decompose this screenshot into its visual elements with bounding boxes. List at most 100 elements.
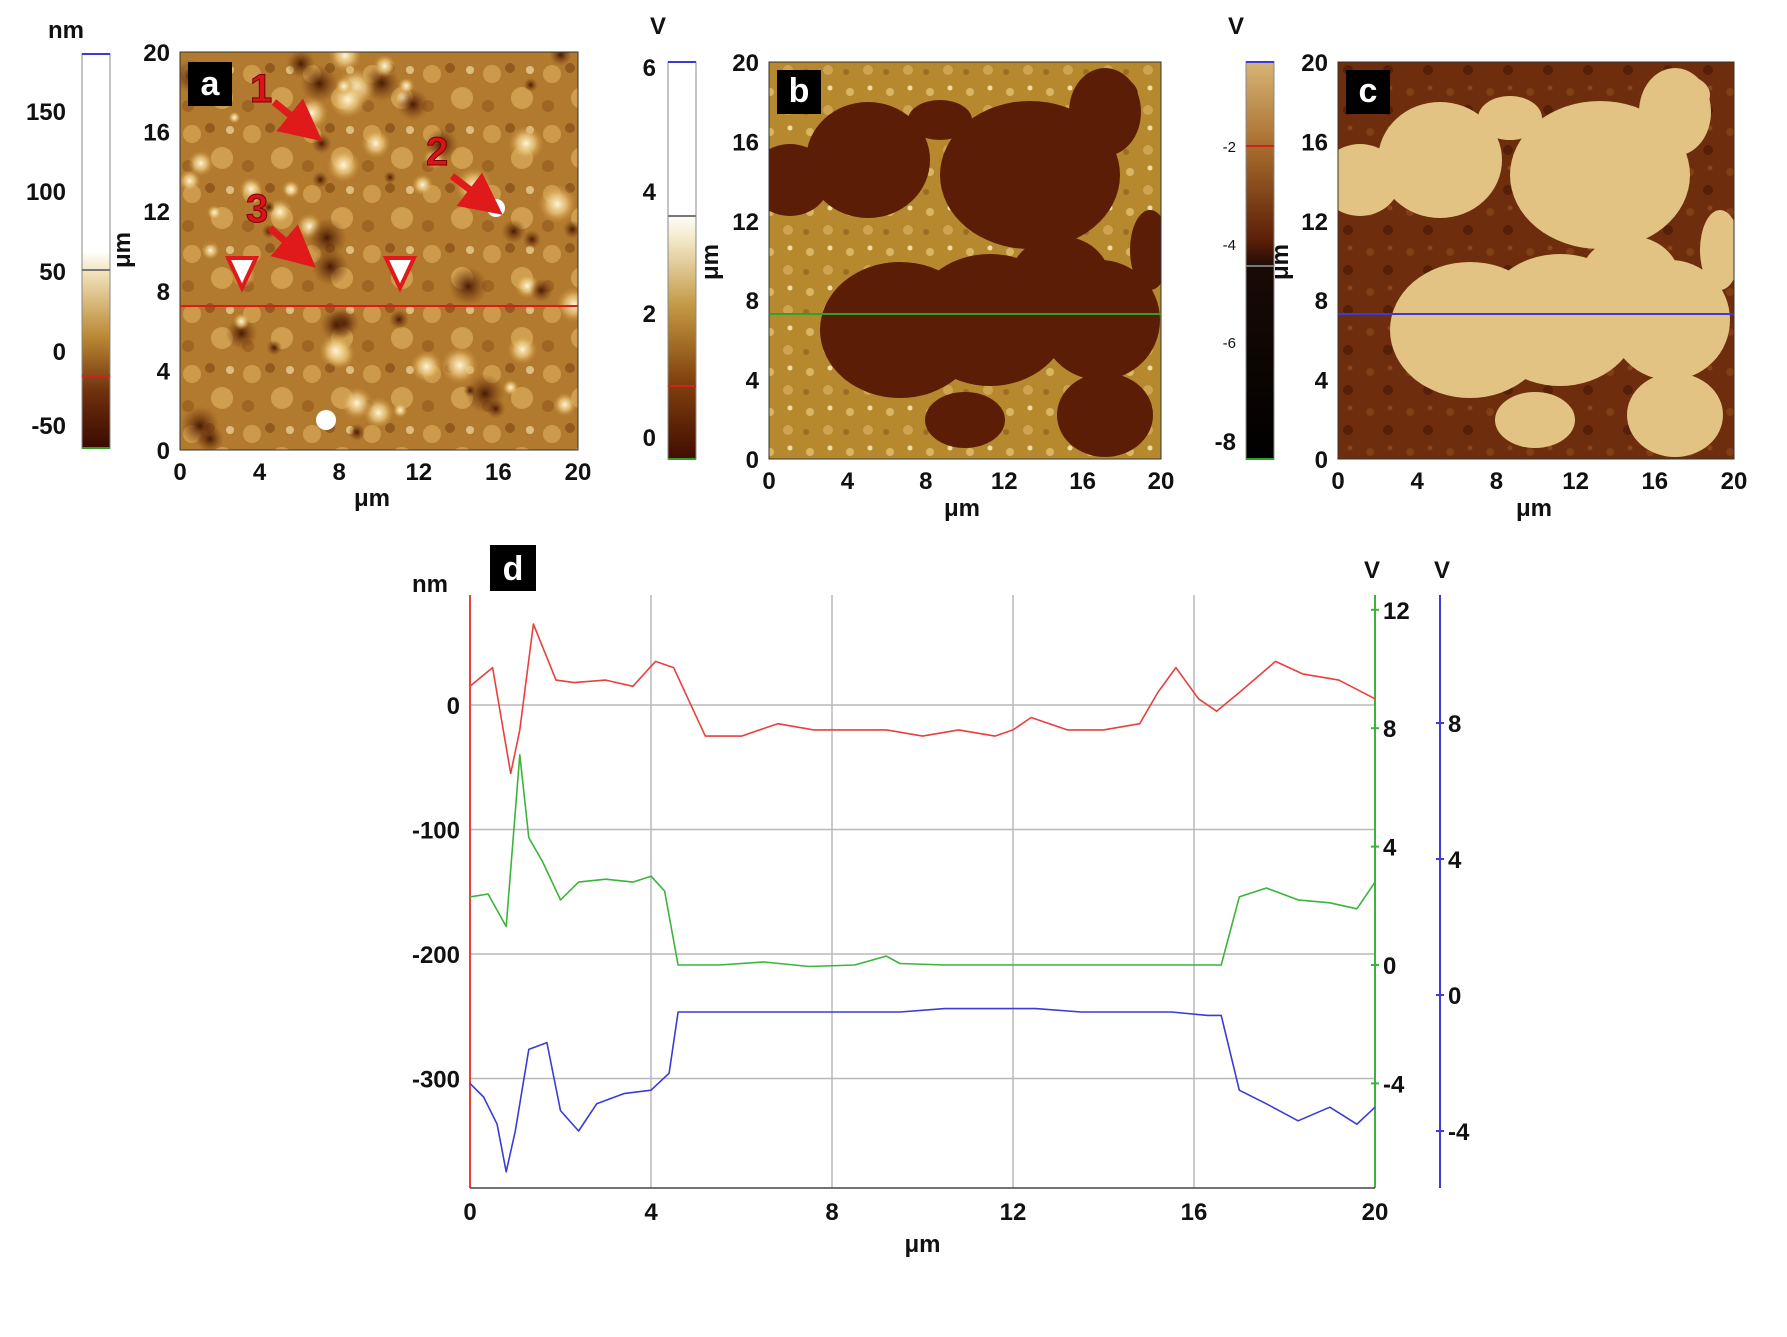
x-tick-label: 12 [1562, 468, 1589, 495]
y-tick-label-blue: -4 [1448, 1119, 1470, 1146]
colorbar-c-tick: -6 [1223, 335, 1236, 352]
y-tick-label-blue: 0 [1448, 983, 1461, 1010]
marker-triangle [382, 256, 418, 293]
kpfm-image-b [769, 62, 1161, 459]
y-tick-label: 16 [732, 129, 759, 156]
x-tick-label: 0 [762, 468, 775, 495]
x-tick-label: 20 [1721, 468, 1748, 495]
series-line-1 [469, 753, 1376, 968]
y-tick-label: 16 [1301, 129, 1328, 156]
annotation-3: 3 [246, 187, 268, 231]
panel-label-d: d [503, 550, 524, 588]
colorbar-c-tick: -2 [1223, 139, 1236, 156]
colorbar-c-tick: -4 [1223, 237, 1236, 254]
x-axis-label-c: μm [1516, 495, 1552, 522]
y-axis-unit-nm: nm [412, 571, 448, 598]
y-tick-label: 4 [157, 358, 171, 385]
y-axis-label-b: μm [697, 244, 724, 280]
panel-label-c-box [1346, 70, 1390, 114]
y-tick-label-blue: 8 [1448, 711, 1461, 738]
panel-c: V -2 -4 -6 -8 [1215, 13, 1748, 522]
x-axis-label: μm [904, 1231, 940, 1258]
panel-label-d-box [490, 545, 536, 591]
y-axis-unit-blue: V [1434, 557, 1450, 584]
colorbar-a-tick: 100 [26, 179, 66, 206]
y-tick-label: 4 [746, 368, 760, 395]
x-tick-label: 12 [991, 468, 1018, 495]
kpfm-image-c [1338, 62, 1734, 459]
y-tick-label: 12 [143, 199, 170, 226]
y-tick-label: 0 [1315, 447, 1328, 474]
x-axis-label-a: μm [354, 485, 390, 512]
colorbar-b-tick: 0 [643, 425, 656, 452]
marker-triangle [224, 256, 260, 293]
y-tick-label: 16 [143, 120, 170, 147]
y-tick-label-green: 12 [1383, 598, 1410, 625]
y-tick-label: 8 [746, 288, 759, 315]
y-tick-label-green: -4 [1383, 1071, 1405, 1098]
x-tick-label: 0 [463, 1199, 476, 1226]
afm-image-a [180, 52, 578, 450]
y-tick-label-green: 8 [1383, 716, 1396, 743]
x-tick-label: 8 [1490, 468, 1503, 495]
x-tick-label: 8 [333, 459, 346, 486]
y-tick-label: 12 [1301, 209, 1328, 236]
x-tick-label: 16 [1069, 468, 1096, 495]
y-tick-label: 20 [1301, 50, 1328, 77]
y-tick-label: 0 [157, 438, 170, 465]
series-line-2 [469, 1007, 1376, 1173]
y-tick-label-nm: -100 [412, 818, 460, 845]
x-tick-label: 8 [825, 1199, 838, 1226]
panel-label-b-box [777, 70, 821, 114]
y-tick-label-green: 4 [1383, 835, 1397, 862]
colorbar-a-tick: 0 [53, 339, 66, 366]
panel-label-a-box [188, 62, 232, 106]
x-tick-label: 4 [1411, 468, 1425, 495]
colorbar-a [81, 53, 111, 449]
y-tick-label-nm: -300 [412, 1067, 460, 1094]
x-tick-label: 4 [253, 459, 267, 486]
annotation-2: 2 [426, 130, 448, 174]
annotation-1: 1 [250, 67, 272, 111]
x-tick-label: 8 [919, 468, 932, 495]
colorbar-a-tick: 50 [39, 259, 66, 286]
x-tick-label: 20 [1148, 468, 1175, 495]
y-axis-label-c: μm [1267, 244, 1294, 280]
y-tick-label-blue: 4 [1448, 847, 1462, 874]
y-tick-label: 0 [746, 447, 759, 474]
x-tick-label: 20 [1362, 1199, 1389, 1226]
colorbar-c [1245, 61, 1275, 460]
x-tick-label: 20 [565, 459, 592, 486]
colorbar-b-tick: 2 [643, 301, 656, 328]
x-tick-label: 16 [1641, 468, 1668, 495]
y-tick-label: 20 [732, 50, 759, 77]
colorbar-c-tick: -8 [1215, 429, 1236, 456]
colorbar-b [667, 61, 697, 460]
x-tick-label: 4 [644, 1199, 658, 1226]
colorbar-b-unit: V [650, 13, 666, 40]
y-tick-label-nm: 0 [447, 693, 460, 720]
y-axis-unit-green: V [1364, 557, 1380, 584]
x-tick-label: 12 [1000, 1199, 1027, 1226]
colorbar-b-tick: 4 [643, 179, 657, 206]
x-tick-label: 12 [405, 459, 432, 486]
y-tick-label: 12 [732, 209, 759, 236]
colorbar-c-unit: V [1228, 13, 1244, 40]
x-tick-label: 16 [1181, 1199, 1208, 1226]
x-tick-label: 0 [1331, 468, 1344, 495]
x-tick-label: 16 [485, 459, 512, 486]
colorbar-b-tick: 6 [643, 55, 656, 82]
panel-b: V 6 4 2 0 [643, 13, 1175, 522]
y-tick-label-nm: -200 [412, 942, 460, 969]
colorbar-a-tick: 150 [26, 99, 66, 126]
colorbar-a-tick: -50 [31, 413, 66, 440]
y-tick-label: 20 [143, 40, 170, 67]
colorbar-a-unit: nm [48, 17, 84, 44]
y-tick-label: 8 [157, 279, 170, 306]
y-axis-label-a: μm [109, 232, 136, 268]
y-tick-label: 4 [1315, 368, 1329, 395]
series-line-0 [469, 623, 1376, 775]
panel-label-b: b [789, 72, 810, 110]
x-axis-label-b: μm [944, 495, 980, 522]
